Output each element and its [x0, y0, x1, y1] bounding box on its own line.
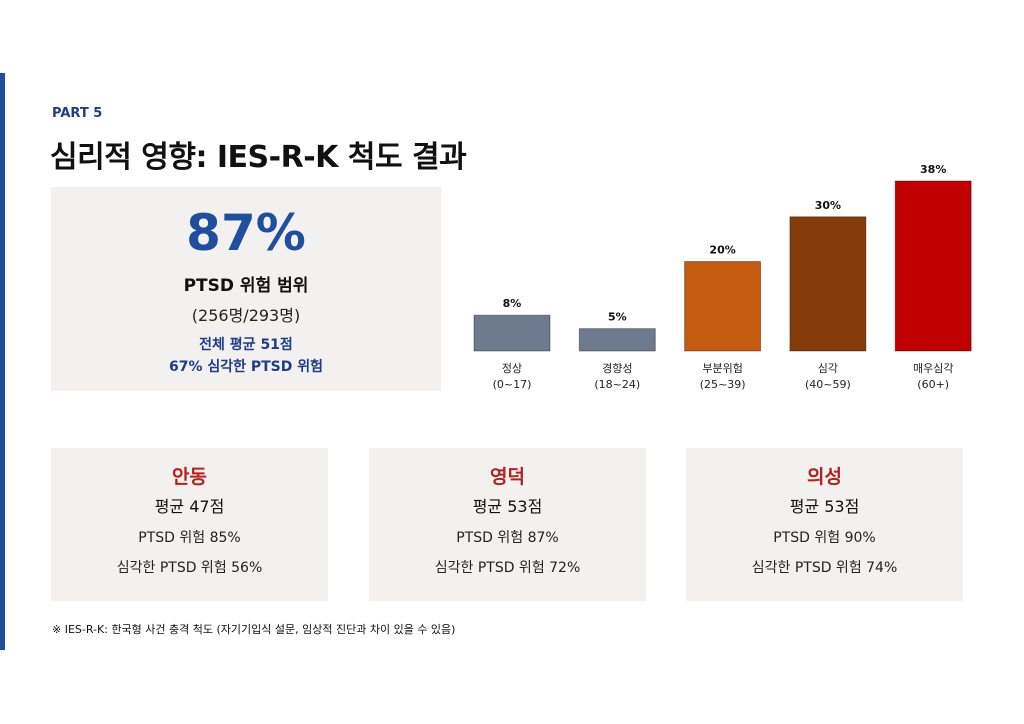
region-name: 의성 [807, 466, 842, 488]
bar-value-label: 30% [815, 199, 841, 212]
summary-average: 전체 평균 51점 [199, 337, 293, 353]
bar [684, 261, 762, 352]
region-average: 평균 53점 [789, 497, 860, 516]
category-range-label: (40~59) [805, 378, 851, 391]
bar [473, 314, 551, 352]
bar [789, 216, 867, 352]
summary-severe: 67% 심각한 PTSD 위험 [168, 359, 324, 375]
bar-value-label: 38% [920, 163, 946, 176]
summary-count: (256명/293명) [191, 306, 301, 325]
accent-bar [0, 73, 5, 650]
region-name: 안동 [172, 466, 207, 488]
region-card-uiseong: 의성 평균 53점 PTSD 위험 90% 심각한 PTSD 위험 74% [686, 448, 963, 601]
region-severe: 심각한 PTSD 위험 74% [751, 560, 898, 576]
category-range-label: (60+) [917, 378, 949, 391]
category-label: 정상 [502, 362, 522, 375]
bar [894, 180, 972, 352]
category-range-label: (18~24) [594, 378, 640, 391]
category-range-label: (25~39) [700, 378, 746, 391]
region-severe: 심각한 PTSD 위험 72% [434, 560, 581, 576]
part-label: PART 5 [52, 106, 103, 121]
category-range-label: (0~17) [493, 378, 532, 391]
region-card-andong: 안동 평균 47점 PTSD 위험 85% 심각한 PTSD 위험 56% [51, 448, 328, 601]
summary-percent: 87% [186, 204, 306, 262]
summary-card: 87% PTSD 위험 범위 (256명/293명) 전체 평균 51점 67%… [51, 187, 441, 391]
region-severe: 심각한 PTSD 위험 56% [116, 560, 263, 576]
summary-label: PTSD 위험 범위 [183, 276, 309, 296]
bar-value-label: 5% [608, 311, 627, 324]
region-average: 평균 47점 [154, 497, 225, 516]
page-title: 심리적 영향: IES-R-K 척도 결과 [50, 140, 467, 175]
bar [578, 328, 656, 352]
bar-value-label: 20% [709, 244, 735, 257]
category-label: 매우심각 [913, 362, 953, 375]
region-risk: PTSD 위험 87% [456, 530, 559, 546]
category-label: 심각 [818, 362, 838, 375]
bar-chart: 8% 정상 (0~17) 5% 경향성 (18~24) 20% 부분위험 (25~39) 30% 심… [473, 163, 972, 391]
region-name: 영덕 [490, 466, 525, 488]
region-card-yeongdeok: 영덕 평균 53점 PTSD 위험 87% 심각한 PTSD 위험 72% [369, 448, 646, 601]
category-label: 부분위험 [702, 362, 742, 375]
footnote: ※ IES-R-K: 한국형 사건 충격 척도 (자기기입식 설문, 임상적 진… [52, 623, 456, 636]
region-risk: PTSD 위험 90% [773, 530, 876, 546]
region-risk: PTSD 위험 85% [138, 530, 241, 546]
bar-value-label: 8% [503, 297, 522, 310]
category-label: 경향성 [602, 362, 632, 375]
region-average: 평균 53점 [472, 497, 543, 516]
